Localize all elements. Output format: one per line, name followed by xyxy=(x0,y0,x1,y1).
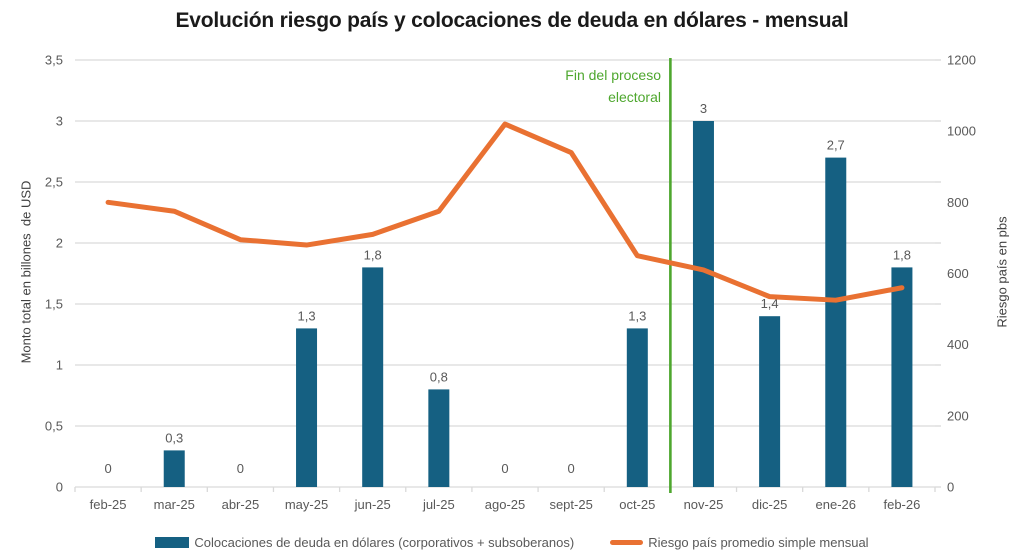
bar-label-feb-25: 0 xyxy=(104,461,111,476)
x-axis-label-jun-25: jun-25 xyxy=(354,497,391,512)
bar-label-oct-25: 1,3 xyxy=(628,308,646,323)
bar-label-ago-25: 0 xyxy=(501,461,508,476)
right-axis-tick-label: 800 xyxy=(947,195,969,210)
legend-label-riesgo-pais: Riesgo país promedio simple mensual xyxy=(648,534,869,550)
left-axis-tick-label: 3,5 xyxy=(45,53,63,68)
x-axis-label-sept-25: sept-25 xyxy=(549,497,592,512)
left-axis-tick-label: 2,5 xyxy=(45,175,63,190)
legend-item-colocaciones: Colocaciones de deuda en dólares (corpor… xyxy=(155,535,574,550)
bar-label-jul-25: 0,8 xyxy=(430,369,448,384)
left-axis-tick-label: 0,5 xyxy=(45,419,63,434)
right-axis-tick-label: 0 xyxy=(947,480,954,495)
bar-feb-26 xyxy=(891,267,913,487)
bar-label-mar-25: 0,3 xyxy=(165,430,183,445)
bar-label-feb-26: 1,8 xyxy=(893,247,911,262)
chart-title: Evolución riesgo país y colocaciones de … xyxy=(175,9,849,32)
bar-ene-26 xyxy=(825,157,847,487)
x-axis-label-feb-26: feb-26 xyxy=(883,497,920,512)
left-axis-tick-label: 1,5 xyxy=(45,297,63,312)
bar-may-25 xyxy=(296,328,318,487)
legend-label-colocaciones: Colocaciones de deuda en dólares (corpor… xyxy=(194,534,575,550)
annotation-fin-proceso-electoral: Fin del proceso electoral xyxy=(565,64,661,108)
bar-label-may-25: 1,3 xyxy=(297,308,315,323)
bar-label-abr-25: 0 xyxy=(237,461,244,476)
x-axis-label-nov-25: nov-25 xyxy=(684,497,724,512)
left-axis-tick-label: 3 xyxy=(56,114,63,129)
right-axis-tick-label: 200 xyxy=(947,408,969,423)
bar-oct-25 xyxy=(626,328,648,487)
bar-dic-25 xyxy=(759,316,781,487)
x-axis-label-ago-25: ago-25 xyxy=(485,497,525,512)
bar-mar-25 xyxy=(163,450,185,487)
left-axis-tick-label: 0 xyxy=(56,480,63,495)
right-axis-tick-label: 400 xyxy=(947,337,969,352)
bar-label-jun-25: 1,8 xyxy=(364,247,382,262)
x-axis-label-mar-25: mar-25 xyxy=(154,497,195,512)
left-axis-tick-label: 1 xyxy=(56,358,63,373)
risk-line-series xyxy=(105,121,905,303)
x-axis-label-ene-26: ene-26 xyxy=(816,497,856,512)
x-axis-label-jul-25: jul-25 xyxy=(422,497,455,512)
legend-line-swatch-icon xyxy=(610,539,644,545)
left-axis-tick-label: 2 xyxy=(56,236,63,251)
bar-label-dic-25: 1,4 xyxy=(761,296,779,311)
bar-jul-25 xyxy=(428,389,450,487)
right-axis-tick-label: 1200 xyxy=(947,53,976,68)
x-axis-label-may-25: may-25 xyxy=(285,497,328,512)
right-axis-tick-label: 1000 xyxy=(947,124,976,139)
legend-bar-swatch-icon xyxy=(155,536,190,548)
bar-nov-25 xyxy=(692,121,714,487)
bar-jun-25 xyxy=(362,267,384,487)
annotation-line-2: electoral xyxy=(608,89,661,105)
annotation-line-1: Fin del proceso xyxy=(565,67,661,83)
x-axis-label-abr-25: abr-25 xyxy=(222,497,260,512)
x-axis-label-oct-25: oct-25 xyxy=(619,497,655,512)
bar-label-nov-25: 3 xyxy=(700,101,707,116)
legend: Colocaciones de deuda en dólares (corpor… xyxy=(0,531,1024,553)
bar-label-sept-25: 0 xyxy=(568,461,575,476)
right-axis-tick-label: 600 xyxy=(947,266,969,281)
x-axis-label-dic-25: dic-25 xyxy=(752,497,787,512)
legend-item-riesgo-pais: Riesgo país promedio simple mensual xyxy=(610,534,869,550)
x-axis-label-feb-25: feb-25 xyxy=(90,497,127,512)
bar-label-ene-26: 2,7 xyxy=(827,138,845,153)
